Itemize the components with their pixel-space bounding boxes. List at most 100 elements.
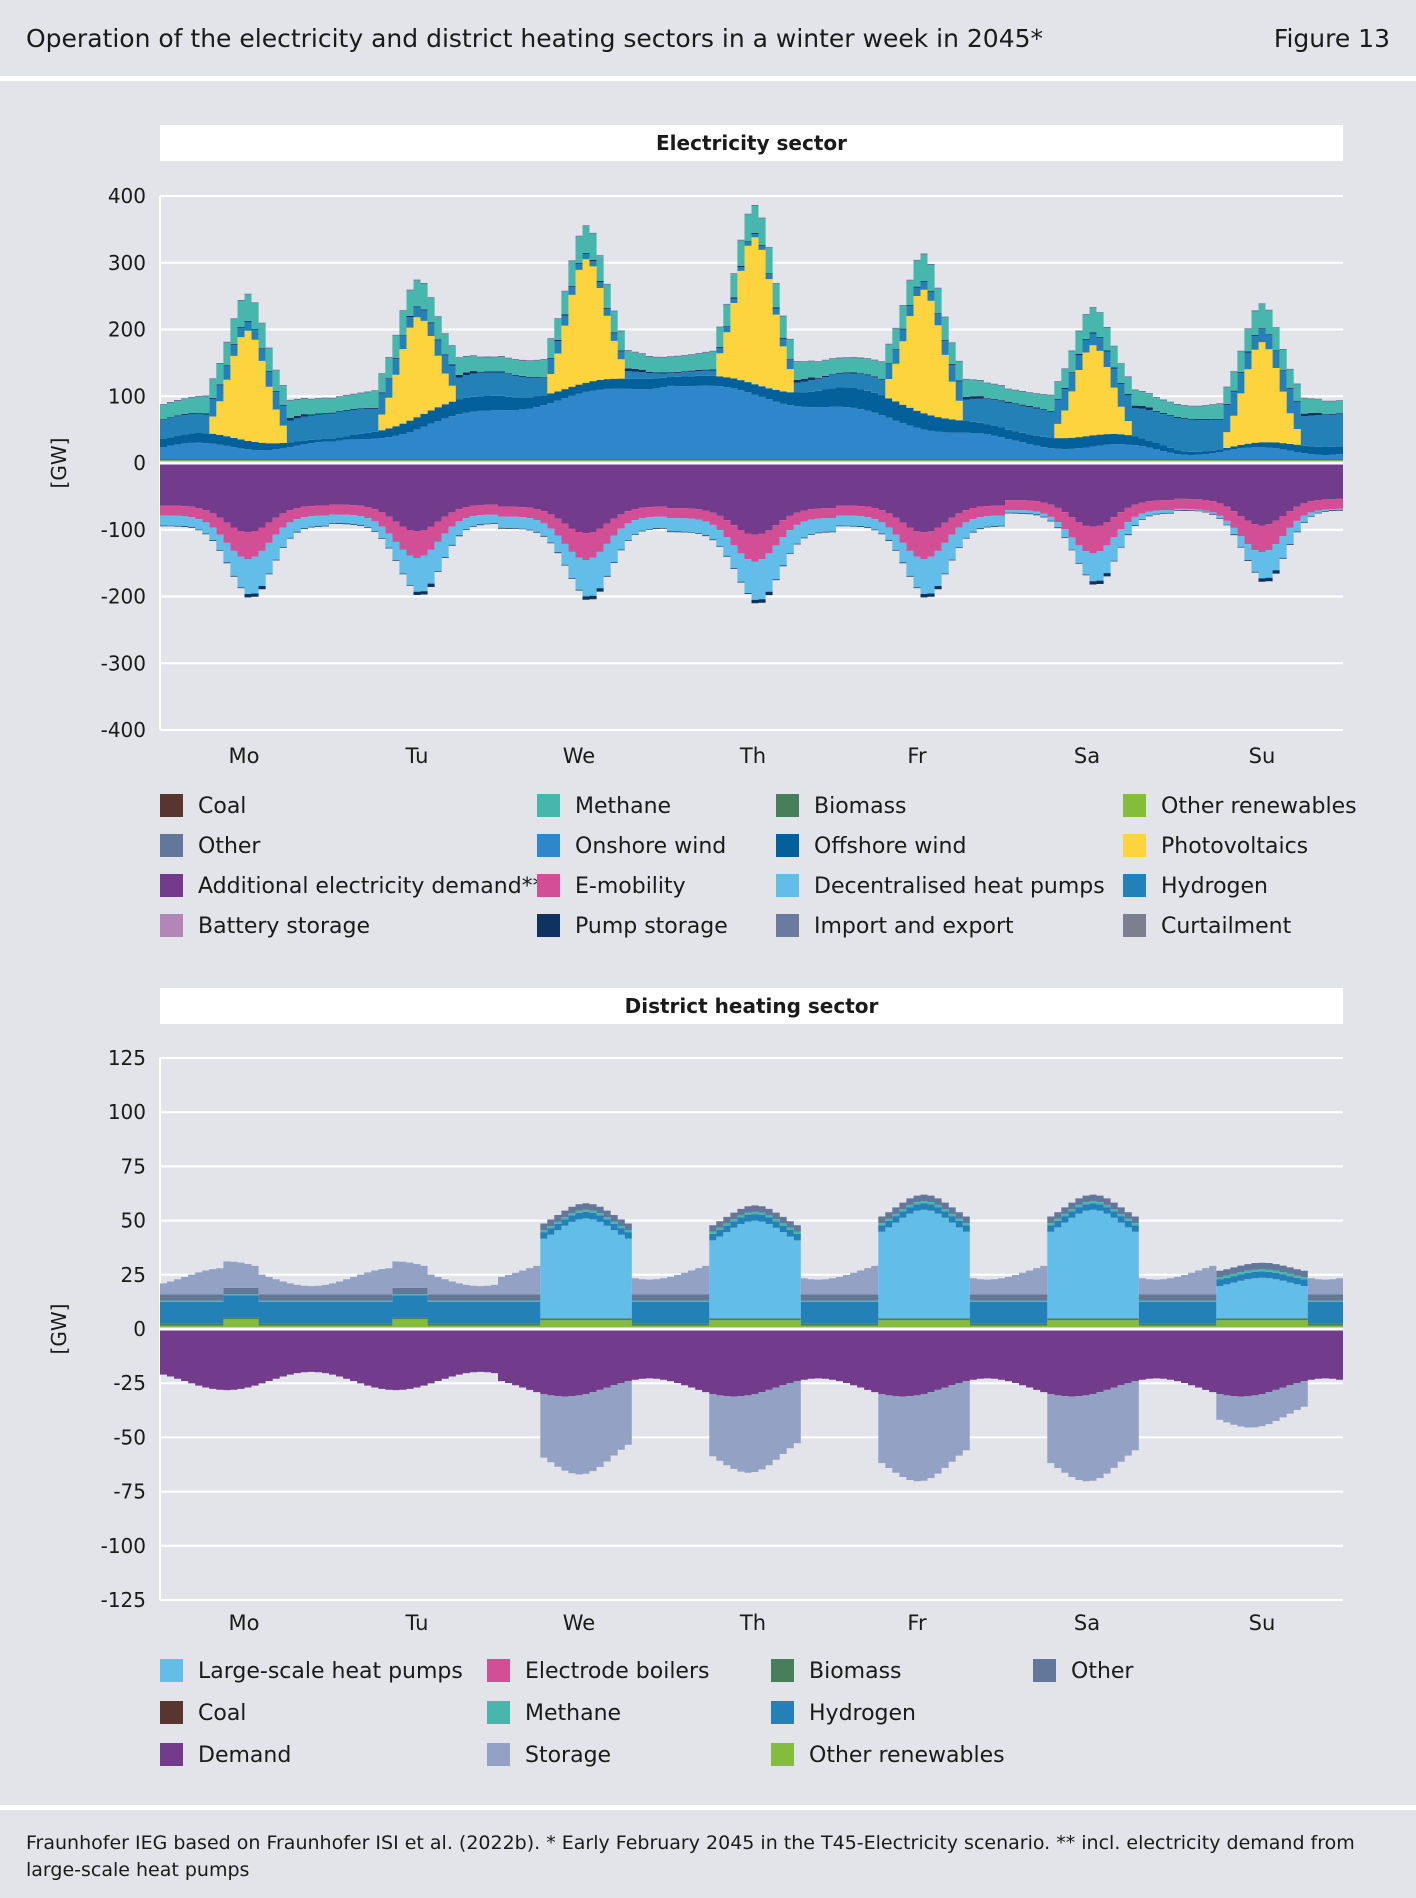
legend-label: Coal [198, 794, 247, 819]
legend-swatch [776, 914, 799, 937]
heat-area-storage [160, 1194, 1343, 1295]
elec-area-biomass [160, 459, 1343, 461]
source-note: Fraunhofer IEG based on Fraunhofer ISI e… [26, 1832, 1355, 1881]
legend-label: Coal [198, 1701, 247, 1726]
heat-y-tick-label: 75 [121, 1154, 146, 1178]
heat-legend-item: Electrode boilers [487, 1658, 709, 1686]
legend-swatch [160, 1701, 183, 1724]
elec-x-tick-label: Tu [405, 744, 429, 768]
elec-legend-item: Other [160, 833, 260, 861]
heat-y-tick-label: 25 [121, 1263, 146, 1287]
legend-label: Onshore wind [575, 834, 727, 859]
elec-legend-item: E-mobility [537, 873, 686, 901]
legend-swatch [1123, 874, 1146, 897]
heat-legend-item: Demand [160, 1742, 291, 1770]
legend-swatch [776, 794, 799, 817]
elec-legend-item: Pump storage [537, 913, 728, 941]
heat-y-tick-label: -125 [101, 1588, 146, 1612]
legend-swatch [160, 914, 183, 937]
heat-y-tick-label: 50 [121, 1209, 146, 1233]
heat-legend-item: Methane [487, 1700, 621, 1728]
elec-y-tick-label: 300 [108, 251, 146, 275]
legend-swatch [537, 874, 560, 897]
legend-swatch [537, 834, 560, 857]
legend-swatch [487, 1743, 510, 1766]
legend-label: Other renewables [809, 1743, 1005, 1768]
heat-x-tick-label: Su [1249, 1611, 1276, 1635]
elec-x-tick-label: Mo [229, 744, 260, 768]
elec-x-tick-label: Fr [907, 744, 927, 768]
elec-legend-item: Offshore wind [776, 833, 966, 861]
heat-y-tick-label: 100 [108, 1100, 146, 1124]
heat-x-tick-label: Fr [907, 1611, 927, 1635]
legend-label: Methane [525, 1701, 622, 1726]
heat-y-tick-label: 125 [108, 1046, 146, 1070]
heat-y-tick-label: 0 [133, 1317, 146, 1341]
legend-label: Methane [575, 794, 672, 819]
heat-y-axis-label: [GW] [47, 1304, 71, 1355]
page-title: Operation of the electricity and distric… [26, 24, 1044, 53]
heat-y-tick-label: -25 [113, 1371, 146, 1395]
legend-swatch [776, 834, 799, 857]
legend-label: Pump storage [575, 914, 728, 939]
elec-legend-item: Decentralised heat pumps [776, 873, 1105, 901]
heat-legend-item: Biomass [771, 1658, 902, 1686]
legend-swatch [487, 1659, 510, 1682]
elec-x-tick-label: Su [1249, 744, 1276, 768]
legend-swatch [776, 874, 799, 897]
legend-label: Biomass [809, 1659, 902, 1684]
elec-x-tick-label: We [563, 744, 595, 768]
legend-label: Photovoltaics [1161, 834, 1309, 859]
legend-label: Demand [198, 1743, 292, 1768]
legend-label: Offshore wind [814, 834, 967, 859]
elec-legend-item: Biomass [776, 793, 907, 821]
legend-label: Biomass [814, 794, 907, 819]
heat-area-large-heat-pumps [160, 1209, 1343, 1324]
figure-label: Figure 13 [1273, 24, 1390, 53]
legend-label: Hydrogen [1161, 874, 1268, 899]
legend-swatch [487, 1701, 510, 1724]
legend-label: Import and export [814, 914, 1014, 939]
heating-chart-title: District heating sector [160, 988, 1343, 1024]
heat-legend-item: Storage [487, 1742, 611, 1770]
legend-label: Other [198, 834, 261, 859]
legend-swatch [160, 794, 183, 817]
elec-y-tick-label: 100 [108, 384, 146, 408]
heat-y-tick-label: -50 [113, 1425, 146, 1449]
elec-legend-item: Other renewables [1123, 793, 1357, 821]
heat-x-tick-label: Tu [405, 1611, 429, 1635]
elec-area-onshore-wind [160, 385, 1343, 459]
legend-swatch [537, 794, 560, 817]
heat-y-tick-label: -100 [101, 1534, 146, 1558]
legend-swatch [1123, 794, 1146, 817]
legend-swatch [160, 874, 183, 897]
heat-legend-item: Coal [160, 1700, 246, 1728]
footer: Fraunhofer IEG based on Fraunhofer ISI e… [0, 1805, 1416, 1898]
elec-area-photovoltaics [160, 237, 1343, 452]
heating-chart: 125 100 75 50 25 0 -25 -50 -75 -100 -125 [GW] Mo Tu We… [47, 1046, 1343, 1635]
heat-area-other-renewables [160, 1319, 1343, 1329]
electricity-chart-title: Electricity sector [160, 125, 1343, 161]
legend-swatch [771, 1701, 794, 1724]
elec-area-decentralised-heat-pumps [160, 508, 1343, 600]
heat-area-biomass [160, 1317, 1343, 1326]
heat-x-tick-label: We [563, 1611, 595, 1635]
legend-swatch [160, 1743, 183, 1766]
heat-y-tick-label: -75 [113, 1480, 146, 1504]
elec-legend-item: Onshore wind [537, 833, 726, 861]
legend-swatch [1123, 914, 1146, 937]
elec-y-tick-label: -300 [101, 651, 146, 675]
elec-y-tick-label: 200 [108, 318, 146, 342]
legend-label: Battery storage [198, 914, 370, 939]
elec-area-additional-demand [160, 463, 1343, 535]
elec-area-e-mobility [160, 498, 1343, 562]
heat-area-storage-charge [160, 1371, 1343, 1482]
elec-area-offshore-wind [160, 375, 1343, 455]
elec-area-methane [160, 206, 1343, 420]
elec-legend-item: Hydrogen [1123, 873, 1268, 901]
elec-x-tick-label: Sa [1074, 744, 1100, 768]
heat-area-hydrogen [160, 1203, 1343, 1324]
legend-label: Additional electricity demand** [198, 874, 544, 899]
elec-y-tick-label: -100 [101, 518, 146, 542]
legend-label: Other renewables [1161, 794, 1357, 819]
